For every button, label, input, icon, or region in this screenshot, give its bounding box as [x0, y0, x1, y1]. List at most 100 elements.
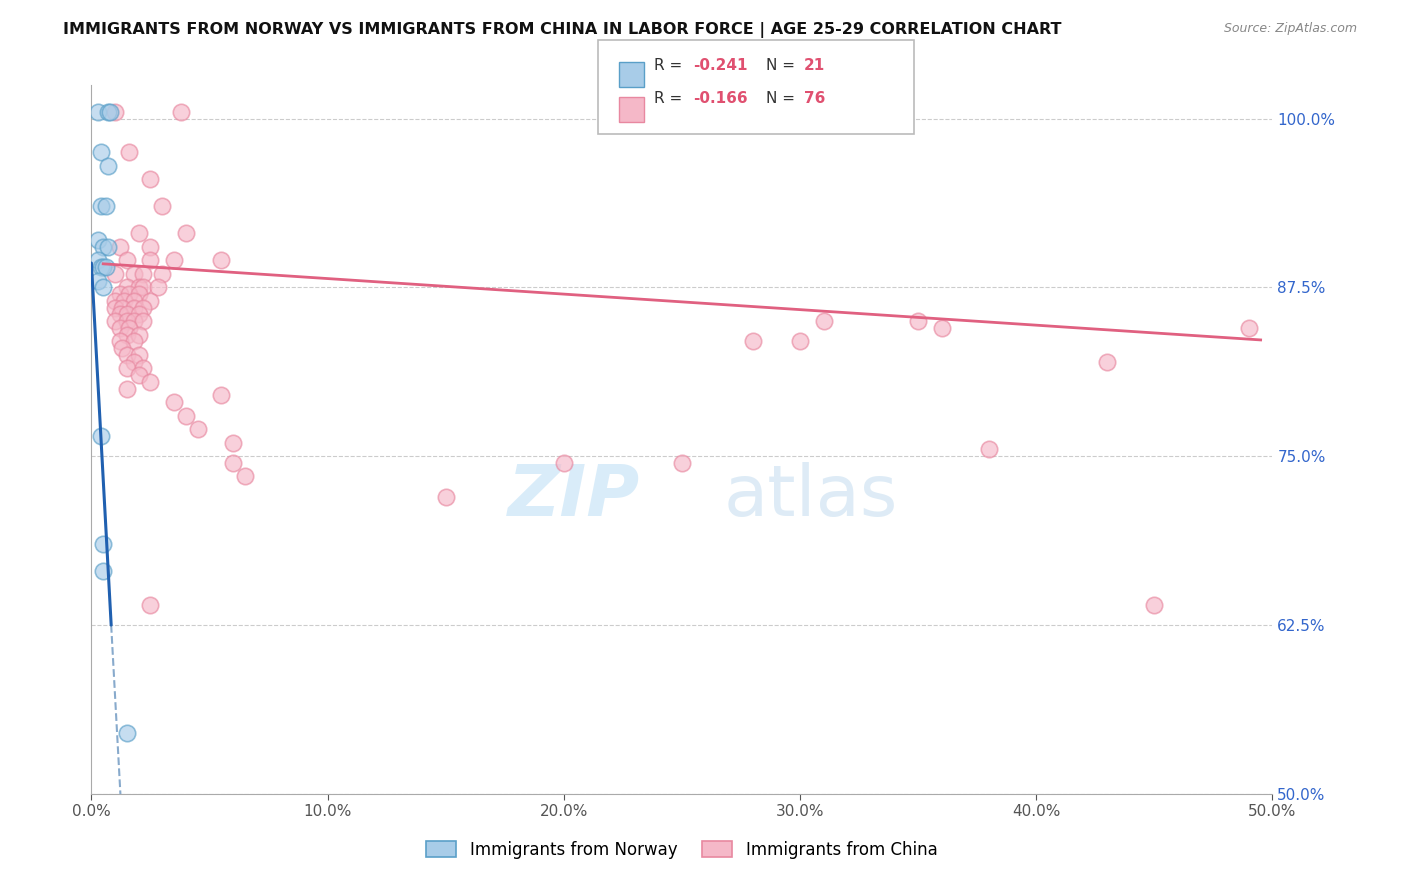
Point — [150, 199, 173, 213]
Point — [233, 469, 256, 483]
Point — [128, 327, 150, 342]
Point — [118, 287, 141, 301]
Point — [1143, 598, 1166, 612]
Text: R =: R = — [654, 58, 688, 73]
Point — [977, 442, 1000, 457]
Text: -0.241: -0.241 — [693, 58, 748, 73]
Point — [91, 564, 114, 578]
Text: Source: ZipAtlas.com: Source: ZipAtlas.com — [1223, 22, 1357, 36]
Point — [115, 327, 138, 342]
Point — [139, 375, 162, 389]
Point — [139, 598, 162, 612]
Point — [163, 395, 186, 409]
Point — [139, 172, 162, 186]
Point — [108, 321, 131, 335]
Point — [132, 361, 155, 376]
Point — [111, 301, 134, 315]
Text: atlas: atlas — [723, 461, 897, 531]
Point — [122, 293, 145, 308]
Point — [132, 280, 155, 294]
Legend: Immigrants from Norway, Immigrants from China: Immigrants from Norway, Immigrants from … — [418, 832, 946, 867]
Point — [187, 422, 209, 436]
Point — [108, 287, 131, 301]
Point — [132, 314, 155, 328]
Point — [222, 456, 245, 470]
Point — [90, 199, 112, 213]
Point — [789, 334, 811, 349]
Point — [90, 429, 112, 443]
Point — [104, 267, 127, 281]
Point — [108, 307, 131, 321]
Point — [209, 388, 232, 402]
Text: 76: 76 — [804, 91, 825, 106]
Point — [115, 726, 138, 740]
Point — [741, 334, 763, 349]
Point — [813, 314, 835, 328]
Point — [122, 301, 145, 315]
Point — [111, 341, 134, 355]
Text: R =: R = — [654, 91, 688, 106]
Point — [97, 240, 120, 254]
Point — [118, 145, 141, 160]
Point — [104, 301, 127, 315]
Point — [114, 293, 136, 308]
Text: N =: N = — [766, 91, 800, 106]
Point — [108, 240, 131, 254]
Point — [122, 354, 145, 368]
Point — [97, 104, 120, 119]
Point — [122, 334, 145, 349]
Point — [97, 159, 120, 173]
Point — [907, 314, 929, 328]
Text: IMMIGRANTS FROM NORWAY VS IMMIGRANTS FROM CHINA IN LABOR FORCE | AGE 25-29 CORRE: IMMIGRANTS FROM NORWAY VS IMMIGRANTS FRO… — [63, 22, 1062, 38]
Text: 21: 21 — [804, 58, 825, 73]
Point — [931, 321, 953, 335]
Point — [163, 253, 186, 268]
Point — [87, 233, 110, 247]
Point — [553, 456, 575, 470]
Point — [128, 348, 150, 362]
Point — [118, 321, 141, 335]
Point — [146, 280, 169, 294]
Point — [87, 253, 110, 268]
Point — [174, 409, 197, 423]
Point — [115, 361, 138, 376]
Point — [87, 104, 110, 119]
Point — [115, 253, 138, 268]
Point — [209, 253, 232, 268]
Point — [434, 490, 457, 504]
Point — [90, 260, 112, 274]
Point — [91, 240, 114, 254]
Point — [122, 314, 145, 328]
Point — [122, 267, 145, 281]
Point — [671, 456, 693, 470]
Point — [115, 348, 138, 362]
Point — [90, 145, 112, 160]
Point — [91, 260, 114, 274]
Text: N =: N = — [766, 58, 800, 73]
Point — [128, 368, 150, 383]
Point — [104, 104, 127, 119]
Point — [104, 314, 127, 328]
Point — [94, 199, 117, 213]
Point — [170, 104, 193, 119]
Point — [98, 104, 121, 119]
Point — [222, 435, 245, 450]
Point — [128, 227, 150, 241]
Point — [115, 382, 138, 396]
Point — [115, 280, 138, 294]
Point — [128, 287, 150, 301]
Point — [128, 280, 150, 294]
Point — [104, 293, 127, 308]
Point — [132, 301, 155, 315]
Point — [94, 260, 117, 274]
Point — [150, 267, 173, 281]
Text: ZIP: ZIP — [509, 461, 641, 531]
Point — [132, 267, 155, 281]
Point — [115, 314, 138, 328]
Point — [1237, 321, 1260, 335]
Point — [139, 240, 162, 254]
Point — [115, 307, 138, 321]
Text: -0.166: -0.166 — [693, 91, 748, 106]
Point — [1095, 354, 1118, 368]
Point — [174, 227, 197, 241]
